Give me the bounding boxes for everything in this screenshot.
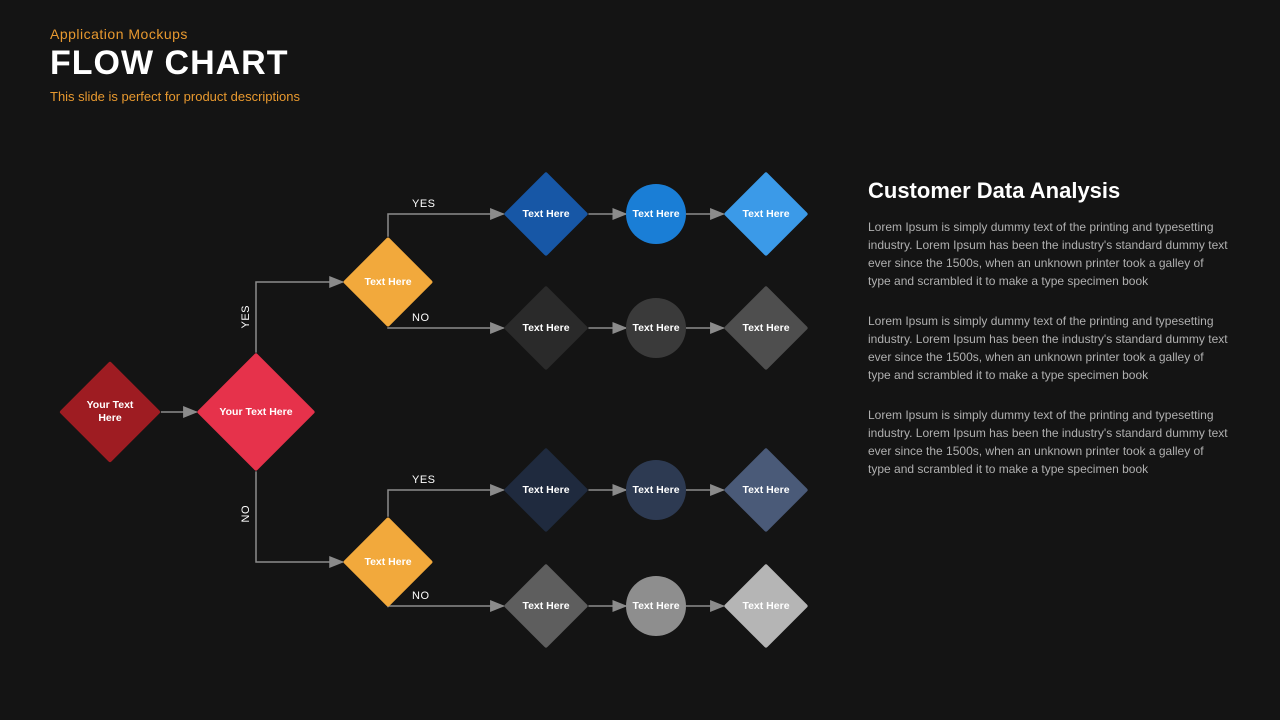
side-panel-paragraph: Lorem Ipsum is simply dummy text of the … [868,312,1228,384]
flowchart-node-r3c: Text Here [736,460,796,520]
branch-label: NO [412,312,430,324]
flowchart-node-n2: Your Text Here [214,370,298,454]
flowchart-node-r2a: Text Here [516,298,576,358]
node-label: Text Here [742,484,789,497]
node-label: Your Text Here [219,406,292,419]
node-label: Text Here [632,322,679,335]
flowchart-node-r2c: Text Here [736,298,796,358]
flowchart-node-r3b: Text Here [626,460,686,520]
flowchart-node-r4c: Text Here [736,576,796,636]
node-label: Text Here [364,276,411,289]
node-label: Text Here [742,322,789,335]
flowchart-node-n3: Text Here [356,250,420,314]
branch-label: NO [240,505,252,523]
node-label: Text Here [522,208,569,221]
node-label: Text Here [522,484,569,497]
flowchart-node-r4b: Text Here [626,576,686,636]
node-label: Text Here [742,600,789,613]
node-label: Text Here [632,484,679,497]
side-panel-title: Customer Data Analysis [868,178,1228,204]
branch-label: YES [412,198,436,210]
flowchart-node-n4: Text Here [356,530,420,594]
flowchart-node-r4a: Text Here [516,576,576,636]
node-label: Text Here [742,208,789,221]
branch-label: YES [412,474,436,486]
side-panel: Customer Data Analysis Lorem Ipsum is si… [868,178,1228,500]
flowchart-node-r3a: Text Here [516,460,576,520]
branch-label: NO [412,590,430,602]
flowchart-node-r1b: Text Here [626,184,686,244]
node-label: Your Text Here [74,399,146,424]
side-panel-paragraph: Lorem Ipsum is simply dummy text of the … [868,406,1228,478]
node-label: Text Here [364,556,411,569]
flowchart-node-r2b: Text Here [626,298,686,358]
flowchart-node-n1: Your Text Here [74,376,146,448]
node-label: Text Here [632,208,679,221]
node-label: Text Here [522,322,569,335]
flowchart-node-r1a: Text Here [516,184,576,244]
flowchart-node-r1c: Text Here [736,184,796,244]
side-panel-paragraph: Lorem Ipsum is simply dummy text of the … [868,218,1228,290]
node-label: Text Here [522,600,569,613]
node-label: Text Here [632,600,679,613]
branch-label: YES [240,305,252,329]
